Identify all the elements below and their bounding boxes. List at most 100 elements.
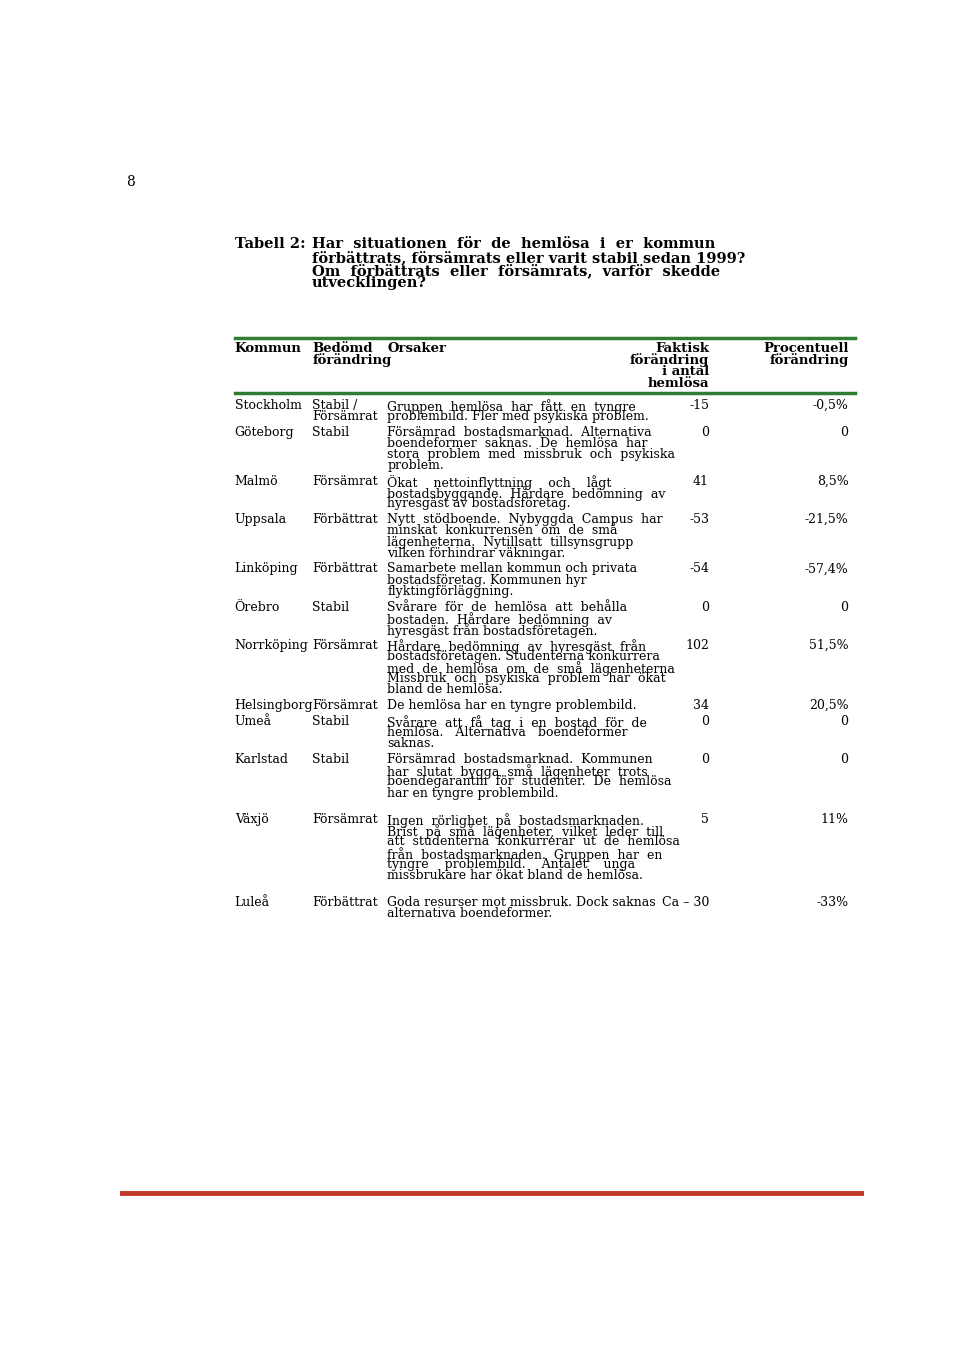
Text: hyresgäst av bostadsföretag.: hyresgäst av bostadsföretag. [388, 497, 571, 510]
Text: 0: 0 [701, 753, 709, 766]
Text: 102: 102 [685, 639, 709, 651]
Text: bostadsbyggande.  Hårdare  bedömning  av: bostadsbyggande. Hårdare bedömning av [388, 486, 666, 501]
Text: vilken förhindrar väkningar.: vilken förhindrar väkningar. [388, 547, 565, 559]
Text: Helsingborg: Helsingborg [234, 699, 313, 712]
Text: Stockholm: Stockholm [234, 399, 301, 412]
Text: Försämrat: Försämrat [312, 814, 378, 826]
Text: 0: 0 [701, 601, 709, 613]
Text: missbrukare har ökat bland de hemlösa.: missbrukare har ökat bland de hemlösa. [388, 869, 643, 881]
Text: 8: 8 [126, 175, 135, 188]
Text: 0: 0 [841, 715, 849, 728]
Text: minskat  konkurrensen  om  de  små: minskat konkurrensen om de små [388, 524, 618, 538]
Text: Om  förbättrats  eller  försämrats,  varför  skedde: Om förbättrats eller försämrats, varför … [312, 263, 720, 278]
Text: -21,5%: -21,5% [804, 513, 849, 527]
Text: Förbättrat: Förbättrat [312, 513, 378, 527]
Text: Samarbete mellan kommun och privata: Samarbete mellan kommun och privata [388, 562, 637, 575]
Text: Stabil: Stabil [312, 715, 349, 728]
Text: utvecklingen?: utvecklingen? [312, 276, 427, 291]
Text: 5: 5 [701, 814, 709, 826]
Text: problembild. Fler med psykiska problem.: problembild. Fler med psykiska problem. [388, 410, 649, 422]
Text: Luleå: Luleå [234, 895, 270, 909]
Text: Nytt  stödboende.  Nybyggda  Campus  har: Nytt stödboende. Nybyggda Campus har [388, 513, 663, 527]
Text: hemlösa.   Alternativa   boendeformer: hemlösa. Alternativa boendeformer [388, 726, 628, 739]
Text: Ingen  rörlighet  på  bostadsmarknaden.: Ingen rörlighet på bostadsmarknaden. [388, 814, 644, 829]
Text: -33%: -33% [816, 895, 849, 909]
Text: Gruppen  hemlösa  har  fått  en  tyngre: Gruppen hemlösa har fått en tyngre [388, 399, 636, 414]
Text: bostadsföretag. Kommunen hyr: bostadsföretag. Kommunen hyr [388, 574, 587, 586]
Text: Stabil: Stabil [312, 425, 349, 439]
Text: Ca – 30: Ca – 30 [661, 895, 709, 909]
Text: stora  problem  med  missbruk  och  psykiska: stora problem med missbruk och psykiska [388, 448, 676, 462]
Text: saknas.: saknas. [388, 738, 435, 750]
Text: Försämrat: Försämrat [312, 699, 378, 712]
Text: Goda resurser mot missbruk. Dock saknas: Goda resurser mot missbruk. Dock saknas [388, 895, 656, 909]
Text: med  de  hemlösa  om  de  små  lägenheterna: med de hemlösa om de små lägenheterna [388, 661, 675, 676]
Text: bostaden.  Hårdare  bedömning  av: bostaden. Hårdare bedömning av [388, 612, 612, 627]
Text: boendegarantin  för  studenter.  De  hemlösa: boendegarantin för studenter. De hemlösa [388, 776, 672, 788]
Text: tyngre    problembild.    Antalet    unga: tyngre problembild. Antalet unga [388, 858, 636, 871]
Text: förändring: förändring [769, 353, 849, 367]
Text: flyktingförläggning.: flyktingförläggning. [388, 585, 514, 598]
Text: Kommun: Kommun [234, 343, 301, 355]
Text: -53: -53 [689, 513, 709, 527]
Text: Bedömd: Bedömd [312, 343, 372, 355]
Text: har en tyngre problembild.: har en tyngre problembild. [388, 787, 559, 800]
Text: bostadsföretagen. Studenterna konkurrera: bostadsföretagen. Studenterna konkurrera [388, 650, 660, 663]
Text: Förbättrat: Förbättrat [312, 562, 378, 575]
Text: Hårdare  bedömning  av  hyresgäst  från: Hårdare bedömning av hyresgäst från [388, 639, 646, 654]
Text: i antal: i antal [661, 366, 709, 378]
Text: Tabell 2:: Tabell 2: [234, 237, 305, 252]
Text: problem.: problem. [388, 459, 444, 473]
Text: Förbättrat: Förbättrat [312, 895, 378, 909]
Text: lägenheterna.  Nytillsatt  tillsynsgrupp: lägenheterna. Nytillsatt tillsynsgrupp [388, 536, 634, 548]
Text: De hemlösa har en tyngre problembild.: De hemlösa har en tyngre problembild. [388, 699, 636, 712]
Text: Stabil: Stabil [312, 753, 349, 766]
Text: Försämrad  bostadsmarknad.  Alternativa: Försämrad bostadsmarknad. Alternativa [388, 425, 652, 439]
Text: Ökat    nettoinflyttning    och    lågt: Ökat nettoinflyttning och lågt [388, 475, 612, 490]
Text: hemlösa: hemlösa [647, 376, 709, 390]
Text: -15: -15 [689, 399, 709, 412]
Text: förändring: förändring [312, 353, 392, 367]
Text: 41: 41 [693, 475, 709, 487]
Text: Svårare  att  få  tag  i  en  bostad  för  de: Svårare att få tag i en bostad för de [388, 715, 647, 730]
Text: Malmö: Malmö [234, 475, 278, 487]
Text: Umeå: Umeå [234, 715, 272, 728]
Text: Försämrad  bostadsmarknad.  Kommunen: Försämrad bostadsmarknad. Kommunen [388, 753, 653, 766]
Text: boendeformer  saknas.  De  hemlösa  har: boendeformer saknas. De hemlösa har [388, 437, 648, 450]
Text: Försämrat: Försämrat [312, 475, 378, 487]
Text: Uppsala: Uppsala [234, 513, 287, 527]
Text: Stabil: Stabil [312, 601, 349, 613]
Text: 11%: 11% [821, 814, 849, 826]
Text: 8,5%: 8,5% [817, 475, 849, 487]
Text: bland de hemlösa.: bland de hemlösa. [388, 684, 503, 696]
Text: Brist  på  små  lägenheter,  vilket  leder  till: Brist på små lägenheter, vilket leder ti… [388, 825, 663, 839]
Text: 34: 34 [693, 699, 709, 712]
Text: från  bostadsmarknaden.  Gruppen  har  en: från bostadsmarknaden. Gruppen har en [388, 846, 662, 861]
Text: 0: 0 [701, 425, 709, 439]
Text: Missbruk  och  psykiska  problem  har  ökat: Missbruk och psykiska problem har ökat [388, 672, 666, 685]
Text: -0,5%: -0,5% [812, 399, 849, 412]
Text: 51,5%: 51,5% [809, 639, 849, 651]
Text: Har  situationen  för  de  hemlösa  i  er  kommun: Har situationen för de hemlösa i er komm… [312, 237, 715, 252]
Text: Norrköping: Norrköping [234, 639, 308, 651]
Text: Göteborg: Göteborg [234, 425, 295, 439]
Text: Växjö: Växjö [234, 814, 269, 826]
Text: Procentuell: Procentuell [763, 343, 849, 355]
Text: Orsaker: Orsaker [388, 343, 446, 355]
Text: har  slutat  bygga  små  lägenheter  trots: har slutat bygga små lägenheter trots [388, 764, 648, 779]
Text: Försämrat: Försämrat [312, 639, 378, 651]
Text: Örebro: Örebro [234, 601, 280, 613]
Text: Faktisk: Faktisk [655, 343, 709, 355]
Text: -54: -54 [689, 562, 709, 575]
Text: att  studenterna  konkurrerar  ut  de  hemlösa: att studenterna konkurrerar ut de hemlös… [388, 835, 681, 849]
Text: Karlstad: Karlstad [234, 753, 289, 766]
Text: 0: 0 [841, 601, 849, 613]
Text: förbättrats, försämrats eller varit stabil sedan 1999?: förbättrats, försämrats eller varit stab… [312, 250, 746, 265]
Text: 20,5%: 20,5% [809, 699, 849, 712]
Text: Stabil /: Stabil / [312, 399, 357, 412]
Text: alternativa boendeformer.: alternativa boendeformer. [388, 907, 553, 919]
Text: 0: 0 [701, 715, 709, 728]
Text: -57,4%: -57,4% [804, 562, 849, 575]
Text: hyresgäst från bostadsföretagen.: hyresgäst från bostadsföretagen. [388, 623, 598, 638]
Text: förändring: förändring [630, 353, 709, 367]
